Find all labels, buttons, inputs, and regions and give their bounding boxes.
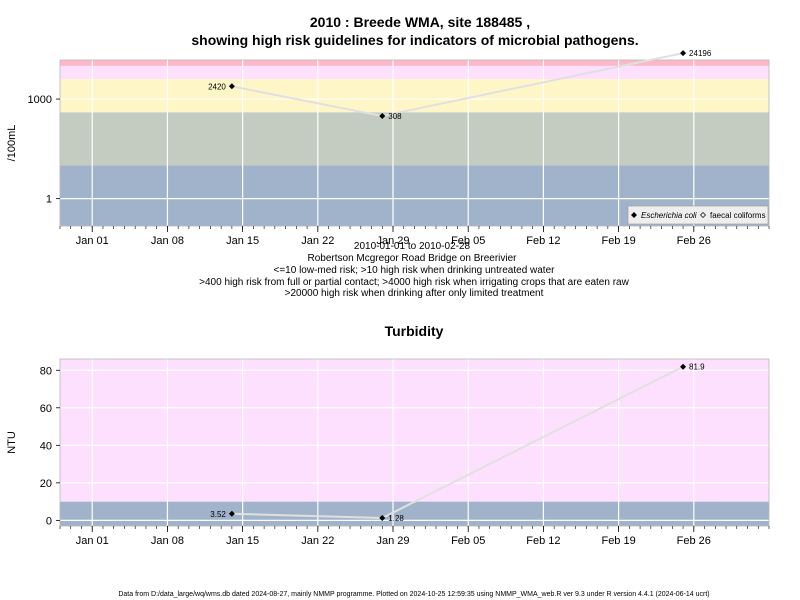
- legend: Escherichia coli faecal coliforms: [627, 205, 769, 225]
- x-tick-label: Feb 26: [677, 535, 711, 547]
- y-axis-label: /100mL: [6, 125, 18, 162]
- legend-marker-0: [631, 212, 637, 218]
- x-tick-label: Feb 19: [601, 535, 635, 547]
- data-point-1: [379, 514, 386, 521]
- microbial-panel: 1 1000 Jan 01 Jan 08 Jan 15 Jan 22 Jan 29 Feb 0…: [6, 49, 770, 247]
- legend-label-0: Escherichia coli: [641, 211, 697, 220]
- x-tick-label: Feb 12: [526, 235, 560, 247]
- x-tick-label: Feb 19: [601, 235, 635, 247]
- data-point-2: [680, 50, 687, 57]
- y-tick-label: 1000: [28, 94, 52, 106]
- y-tick-label: 40: [40, 440, 52, 452]
- x-tick-label: Feb 26: [677, 235, 711, 247]
- microbial-notes: 2010-01-01 to 2010-02-28 Robertson Mcgre…: [199, 241, 629, 299]
- legend-label-1: faecal coliforms: [710, 211, 766, 220]
- y-tick-label: 80: [40, 365, 52, 377]
- x-tick-label: Jan 29: [376, 235, 409, 247]
- x-tick-label: Feb 12: [526, 535, 560, 547]
- chart-title-line2: showing high risk guidelines for indicat…: [191, 32, 638, 48]
- risk-note-contact: >400 high risk from full or partial cont…: [199, 277, 629, 288]
- data-label-1: 1.28: [388, 514, 404, 523]
- risk-note-drinking: <=10 low-med risk; >10 high risk when dr…: [274, 265, 556, 276]
- risk-band-2: [60, 79, 769, 113]
- y-tick-label: 20: [40, 478, 52, 490]
- y-tick-label: 60: [40, 403, 52, 415]
- data-point-1: [379, 113, 386, 120]
- risk-note-treatment: >20000 high risk when drinking after onl…: [285, 288, 544, 299]
- chart-title-line1: 2010 : Breede WMA, site 188485 ,: [310, 14, 530, 30]
- y-tick-label: 1: [46, 194, 52, 206]
- footer-note: Data from D:/data_large/wq/wms.db dated …: [118, 591, 709, 598]
- x-tick-label: Jan 01: [76, 235, 109, 247]
- data-label-0: 2420: [208, 82, 226, 91]
- x-tick-label: Jan 08: [151, 535, 184, 547]
- legend-marker-1: [700, 212, 706, 218]
- risk-band-1: [60, 112, 769, 166]
- data-label-2: 81.9: [689, 363, 705, 372]
- turbidity-panel: 0 20 40 60 80 Jan 01 Jan 08 Jan 15 Jan 22 Jan 29 F…: [6, 358, 770, 547]
- risk-band-1: [60, 359, 769, 502]
- x-tick-label: Jan 29: [376, 535, 409, 547]
- x-tick-label: Jan 22: [301, 535, 334, 547]
- x-tick-label: Jan 15: [226, 235, 259, 247]
- date-range-note: 2010-01-01 to 2010-02-28: [354, 241, 471, 252]
- x-tick-label: Jan 22: [301, 235, 334, 247]
- x-tick-label: Jan 08: [151, 235, 184, 247]
- data-point-2: [680, 363, 687, 370]
- data-label-2: 24196: [689, 49, 712, 58]
- y-tick-label: 0: [46, 515, 52, 527]
- data-point-0: [228, 83, 235, 90]
- x-tick-label: Jan 01: [76, 535, 109, 547]
- x-tick-label: Feb 05: [451, 535, 485, 547]
- risk-band-3: [60, 65, 769, 80]
- risk-band-4: [60, 60, 769, 66]
- site-name-note: Robertson Mcgregor Road Bridge on Breeri…: [308, 253, 518, 264]
- x-tick-label: Feb 05: [451, 235, 485, 247]
- data-label-0: 3.52: [210, 510, 226, 519]
- turbidity-title: Turbidity: [385, 323, 444, 339]
- legend-box: [627, 205, 769, 225]
- risk-band-0: [60, 501, 769, 526]
- data-label-1: 308: [388, 112, 402, 121]
- y-axis-label: NTU: [6, 431, 18, 454]
- data-point-0: [228, 510, 235, 517]
- x-tick-label: Jan 15: [226, 535, 259, 547]
